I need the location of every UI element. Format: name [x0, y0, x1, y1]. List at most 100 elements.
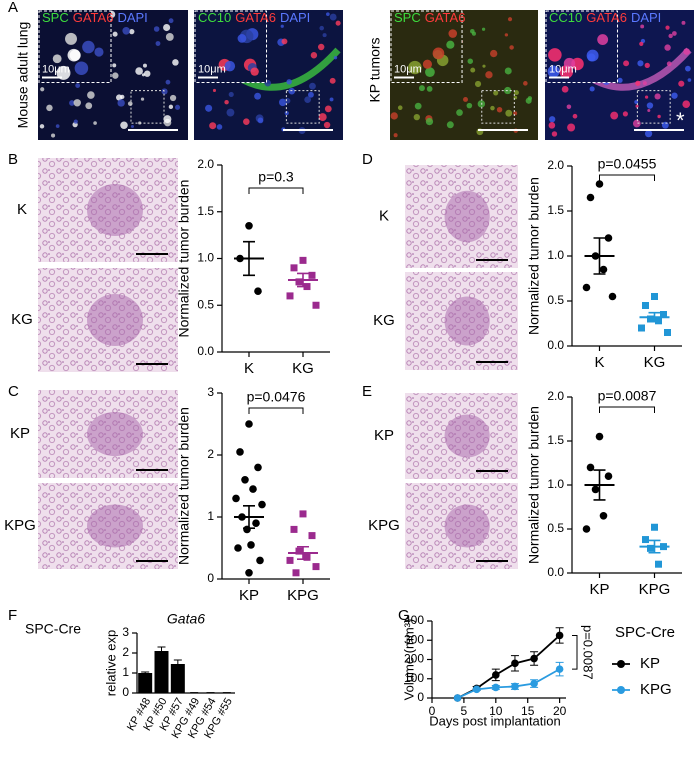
error-bar: [157, 646, 166, 655]
y-axis-label: Normalized tumor burden: [526, 177, 542, 335]
cell: [172, 59, 179, 66]
data-point: [582, 283, 591, 292]
x-tick-label: K: [244, 360, 254, 377]
y-tick-label: 1: [122, 665, 129, 679]
legend-title: SPC-Cre: [615, 624, 675, 641]
stain-labels: SPC GATA6: [394, 10, 465, 25]
cell: [467, 58, 474, 64]
cell: [393, 133, 398, 138]
cell: [329, 77, 336, 84]
cell: [481, 27, 486, 31]
sem-bar: [243, 240, 255, 277]
cell: [140, 97, 145, 101]
cell: [426, 86, 433, 92]
cell: [623, 60, 630, 67]
x-axis-label: Days post implantation: [429, 713, 561, 728]
y-tick-label: 0.0: [547, 338, 564, 352]
cell: [309, 82, 316, 90]
cell: [485, 71, 493, 79]
p-value: p=0.0087: [581, 625, 596, 680]
sem-bar: [648, 539, 661, 554]
data-point: [638, 324, 645, 332]
tumor-region: [444, 296, 490, 346]
stain-label: SPC: [394, 10, 421, 25]
cell: [632, 119, 641, 128]
data-point: [492, 671, 500, 679]
legend-marker: [617, 660, 625, 668]
cell: [318, 113, 327, 122]
cell: [549, 116, 556, 123]
cell: [73, 119, 78, 124]
y-axis-label: Normalized tumor burden: [176, 407, 192, 565]
cell: [216, 124, 223, 130]
x-tick-label: KP: [239, 587, 259, 604]
data-point: [453, 694, 462, 702]
data-point: [586, 193, 595, 202]
y-tick-label: 3: [122, 625, 129, 639]
stain-labels: SPC GATA6 DAPI: [42, 10, 148, 25]
y-tick-label: 1.5: [547, 203, 564, 217]
cell: [678, 80, 685, 87]
panel-label: G: [398, 607, 410, 624]
data-point: [582, 525, 591, 533]
cell: [597, 34, 609, 46]
bar: [170, 664, 185, 693]
data-point: [642, 536, 649, 544]
y-tick-label: 2.0: [547, 158, 564, 172]
cell: [448, 29, 458, 38]
cell: [224, 60, 236, 72]
cell: [82, 40, 95, 54]
data-point: [664, 329, 671, 336]
stain-labels: CC10 GATA6 DAPI: [549, 10, 661, 25]
sem-bar: [648, 311, 661, 323]
error-bar: [173, 659, 182, 668]
image-label: KG: [373, 312, 395, 329]
cell: [408, 60, 422, 75]
cell: [135, 67, 143, 75]
data-point: [511, 682, 519, 691]
cell: [112, 31, 118, 37]
cell: [432, 47, 445, 60]
cell: [466, 102, 473, 109]
y-tick-label: 2.0: [197, 157, 214, 171]
cell: [280, 24, 284, 28]
cell: [288, 87, 296, 95]
cell: [129, 28, 135, 35]
data-point: [247, 541, 255, 549]
cell: [55, 124, 60, 128]
tumor-region: [444, 190, 490, 243]
stain-label: GATA6: [235, 10, 276, 25]
p-value: p=0.0087: [598, 388, 657, 404]
row-label: KP tumors: [367, 37, 383, 102]
cell: [572, 113, 578, 119]
image-label: KP: [374, 427, 394, 444]
data-point: [472, 685, 481, 694]
data-point: [655, 560, 662, 568]
inset: [38, 10, 112, 83]
cell: [671, 92, 678, 99]
sem-bar: [297, 545, 309, 560]
cell: [117, 99, 125, 107]
data-point: [299, 510, 307, 518]
data-point: [245, 221, 253, 230]
cell: [281, 38, 288, 45]
sem-bar: [593, 469, 606, 501]
scale-label: 10μm: [394, 63, 422, 75]
image-label: K: [379, 207, 389, 224]
cell: [120, 121, 128, 130]
data-point: [595, 180, 604, 188]
data-point: [299, 256, 307, 264]
y-tick-label: 1.5: [547, 433, 564, 447]
cell: [163, 24, 171, 32]
cell: [470, 67, 476, 73]
cell: [69, 49, 81, 61]
cell: [142, 63, 147, 68]
cell: [456, 109, 463, 116]
stain-label: CC10: [549, 10, 582, 25]
tumor-region: [87, 412, 143, 456]
cell: [682, 100, 691, 109]
cell: [504, 33, 509, 37]
y-tick-label: 300: [404, 632, 424, 646]
mark: *: [676, 108, 685, 133]
